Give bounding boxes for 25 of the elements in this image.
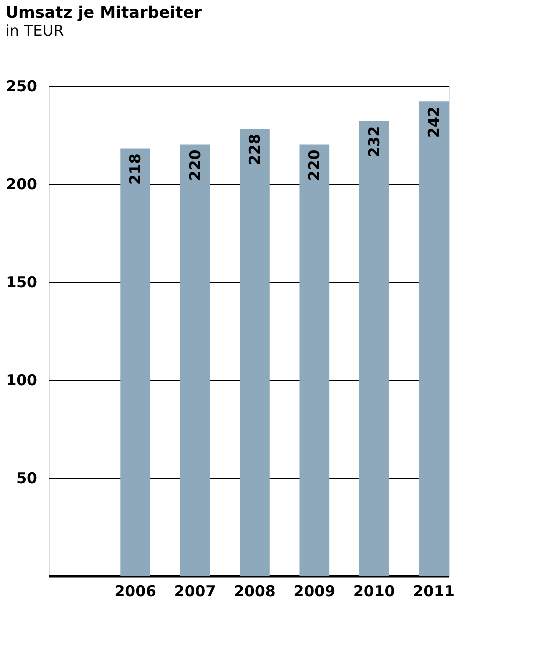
data-label: 218 (126, 154, 145, 186)
data-label: 220 (306, 150, 324, 182)
data-label: 232 (365, 126, 384, 158)
y-tick-label: 200 (6, 176, 38, 194)
x-tick-label: 2007 (174, 582, 216, 600)
bar (120, 148, 150, 576)
y-tick-label: 100 (6, 372, 38, 390)
chart-subtitle: in TEUR (6, 22, 64, 40)
bar (419, 102, 449, 576)
bar (359, 121, 390, 576)
bar (180, 144, 210, 576)
y-tick-label: 250 (6, 78, 38, 96)
x-tick-label: 2011 (413, 582, 455, 600)
x-tick-label: 2009 (294, 582, 336, 600)
data-label: 228 (246, 134, 264, 166)
x-tick-label: 2008 (234, 582, 276, 600)
x-tick-label: 2006 (114, 582, 156, 600)
bar (300, 144, 330, 576)
y-tick-label: 50 (16, 470, 38, 488)
data-label: 242 (425, 106, 444, 138)
data-label: 220 (186, 150, 204, 182)
x-tick-label: 2010 (354, 582, 396, 600)
bar (240, 129, 270, 576)
y-tick-label: 150 (6, 274, 38, 292)
chart-title: Umsatz je Mitarbeiter (6, 3, 202, 22)
